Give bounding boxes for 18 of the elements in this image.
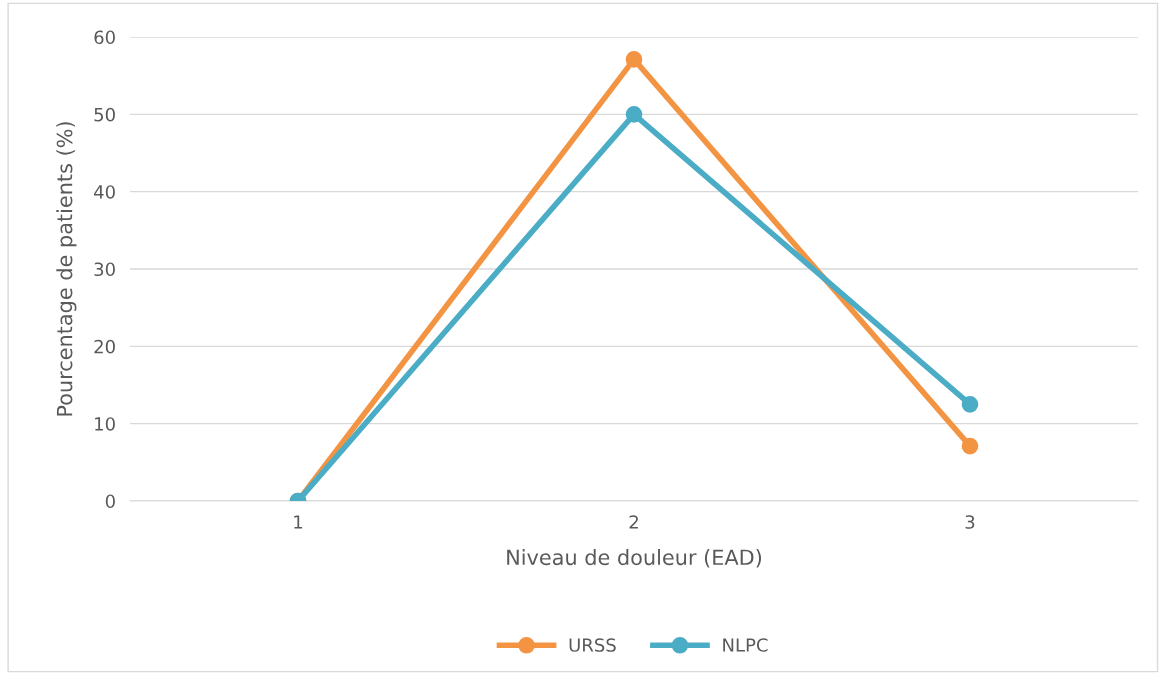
x-axis-title: Niveau de douleur (EAD) [507,549,762,568]
point [625,51,643,68]
y-tick-label: 30 [94,262,115,277]
y-tick-label: 60 [94,30,115,45]
point [961,437,979,455]
y-tick-label: 10 [95,417,115,431]
point [961,395,979,413]
y-tick-label: 40 [94,185,115,199]
y-tick-label: 50 [94,107,115,122]
x-tick-label: 3 [965,515,975,529]
legend-label: NLPC [723,638,768,652]
y-axis-title: Pourcentage de patients (%) [56,122,77,416]
legend-label: URSS [569,638,616,652]
y-tick-label: 20 [94,339,115,354]
point [625,105,643,123]
x-tick-label: 2 [629,515,638,529]
y-tick-label: 0 [105,494,115,509]
x-tick-label: 1 [294,515,303,529]
